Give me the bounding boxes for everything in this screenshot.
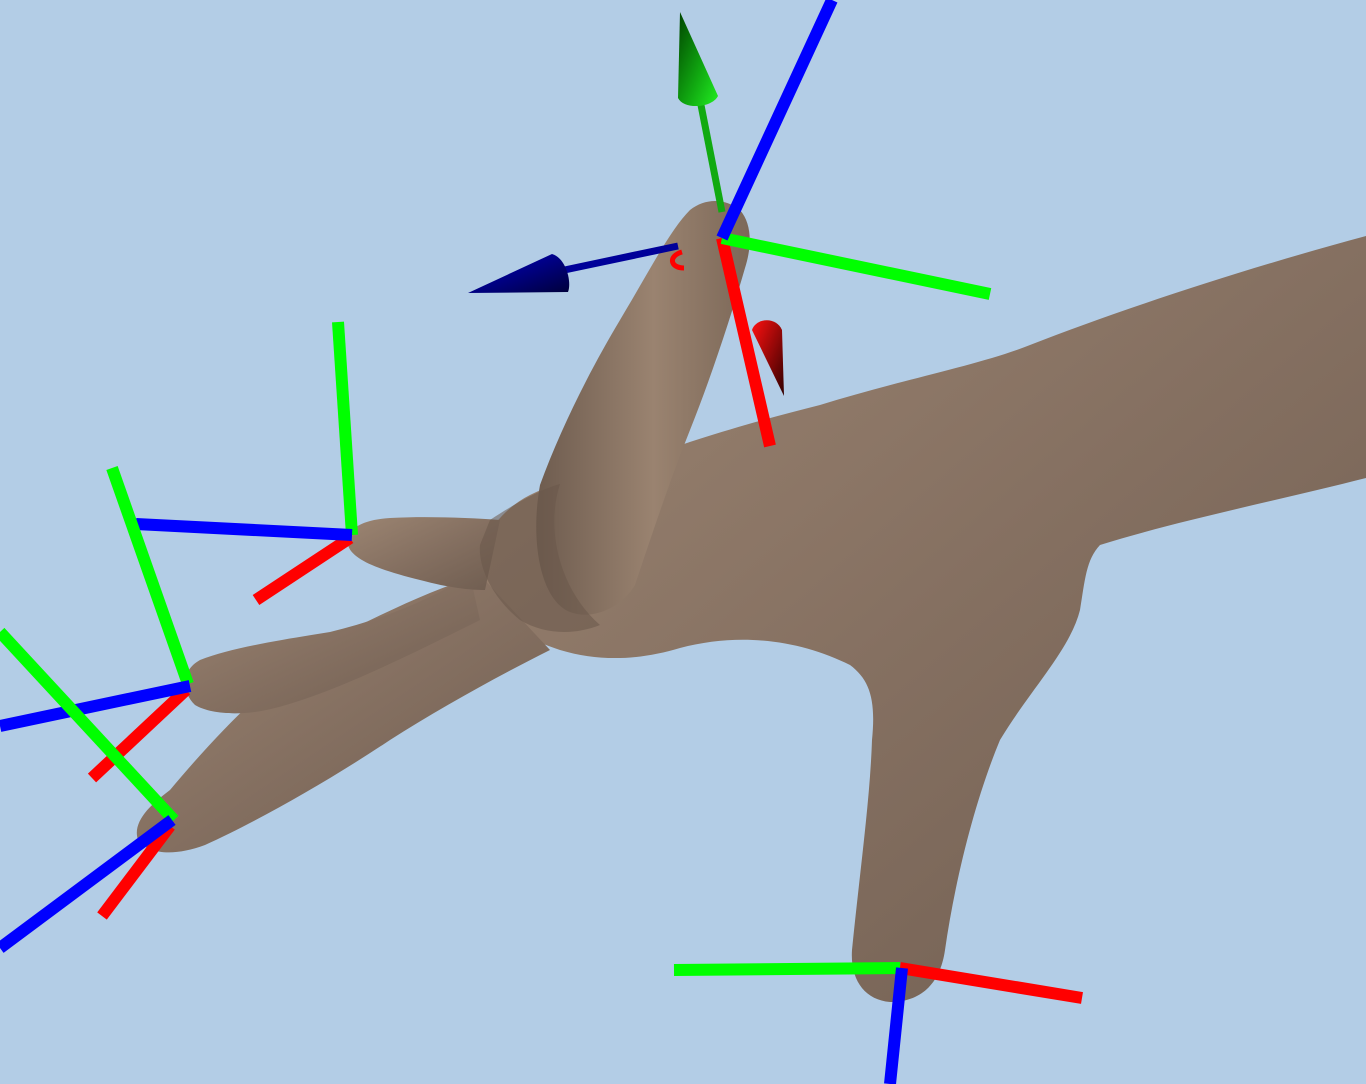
middle-x-axis [252,532,354,606]
gizmo-y-shaft[interactable] [696,99,726,213]
ring-x-axis [87,685,191,783]
thumb-z-axis [716,0,838,241]
thumb-x-axis [716,236,776,448]
finger-ring [184,575,480,714]
ring-tip-frame[interactable] [0,466,194,783]
finger-thumb [536,201,750,615]
thumb-tip-frame[interactable] [716,0,992,448]
little-tip-frame[interactable] [0,627,179,953]
thumb-base-shade [479,484,600,632]
middle-y-axis [332,321,358,536]
hand-mesh[interactable] [136,201,1366,1002]
thumb-y-axis [720,232,992,300]
gizmo-z-shaft[interactable] [554,242,679,276]
gizmo-x-arrowhead[interactable] [752,320,784,396]
index-y-axis [673,962,901,976]
palm [471,236,1366,1002]
gizmo-z-arrowhead[interactable] [468,254,570,293]
finger-middle [347,517,500,590]
middle-z-axis [135,518,353,541]
index-z-axis [884,967,908,1084]
gizmo-y-arrowhead[interactable] [678,12,718,107]
gizmo-origin-marker [670,249,685,271]
ring-y-axis [106,466,194,686]
middle-tip-frame[interactable] [135,321,358,606]
index-x-axis [899,962,1083,1004]
little-y-axis [0,627,179,825]
index-tip-frame[interactable] [673,962,1083,1084]
finger-little [136,575,550,853]
little-z-axis [0,815,176,953]
ring-z-axis [0,680,192,732]
translate-gizmo[interactable] [468,12,784,396]
little-x-axis [97,822,175,920]
